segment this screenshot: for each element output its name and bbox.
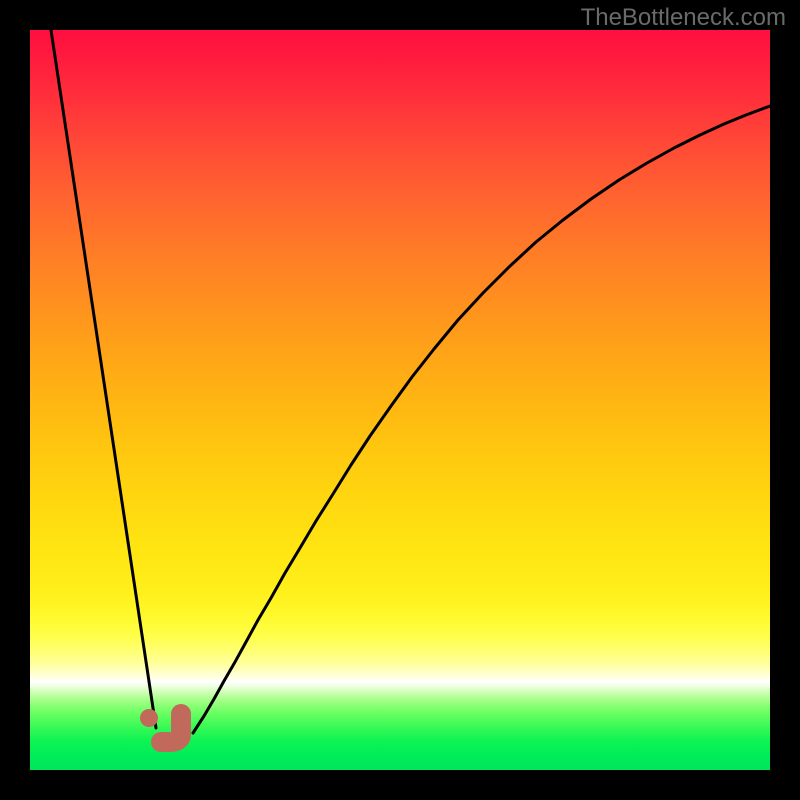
chart-background-gradient [30, 30, 770, 770]
bottleneck-chart [0, 0, 800, 800]
chart-container: TheBottleneck.com [0, 0, 800, 800]
marker-dot [140, 709, 158, 727]
